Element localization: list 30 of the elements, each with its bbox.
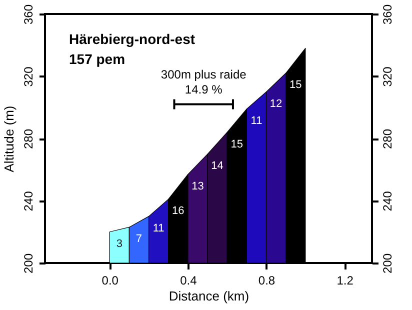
text: 157 pem xyxy=(69,51,126,67)
y-tick-label: 280 xyxy=(22,128,36,150)
annotation: 15 xyxy=(230,138,244,150)
annotation: 16 xyxy=(172,205,184,218)
y2-tick-label: 240 xyxy=(380,190,394,212)
annotation: 12 xyxy=(270,98,282,110)
y2-tick-label: 320 xyxy=(380,66,394,87)
y-tick-label: 320 xyxy=(22,66,36,87)
x-tick-label: 0.0 xyxy=(102,274,119,288)
y-tick-label: 360 xyxy=(22,4,36,25)
x-tick-label: 1.2 xyxy=(336,274,354,288)
y2-tick-label: 360 xyxy=(380,4,394,25)
annotation: 14 xyxy=(211,160,224,172)
x-tick-label: 0.4 xyxy=(180,274,198,288)
y-tick-label: 240 xyxy=(22,190,36,212)
annotation: 14.9 % xyxy=(184,82,223,96)
annotation: 3 xyxy=(116,238,122,250)
y2-tick-label: 200 xyxy=(380,253,394,274)
annotation: 300m plus raide xyxy=(160,67,247,82)
y-tick-label: 200 xyxy=(22,253,36,274)
y-axis-title: Altitude (m) xyxy=(2,106,16,172)
x-axis-title: Distance (km) xyxy=(168,288,250,304)
annotation: 7 xyxy=(136,233,142,246)
text: Härebierg-nord-est xyxy=(69,31,196,47)
annotation: 13 xyxy=(192,180,204,192)
annotation: 15 xyxy=(290,79,302,92)
y2-tick-label: 280 xyxy=(380,128,394,150)
annotation: 11 xyxy=(250,114,262,127)
annotation: 11 xyxy=(152,222,164,234)
x-tick-label: 0.8 xyxy=(258,274,276,288)
